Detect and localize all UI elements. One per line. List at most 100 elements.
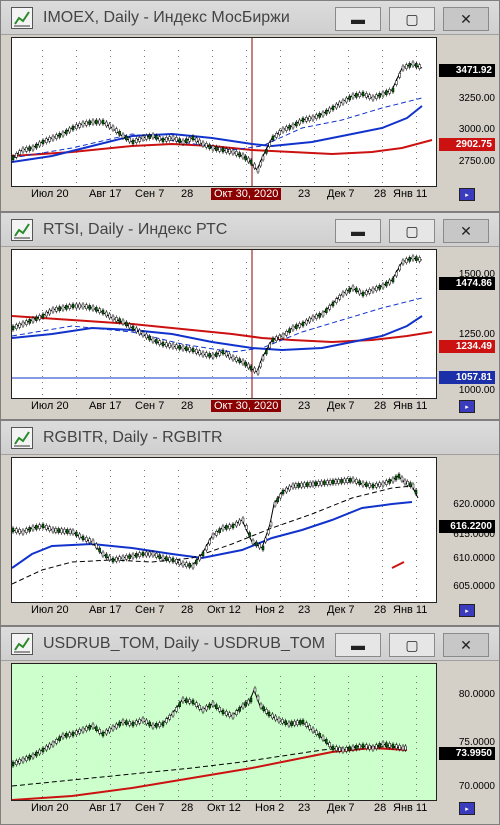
grid-dot [76,682,77,683]
scroll-end-button[interactable]: ▸ [459,604,475,617]
grid-dot [42,146,43,147]
grid-dot [416,766,417,767]
grid-dot [246,74,247,75]
grid-dot [178,146,179,147]
grid-dot [76,116,77,117]
chart-window-rgbitr[interactable]: RGBITR, Daily - RGBITR 620.0000 616.2200… [0,420,500,626]
chart-window-imoex[interactable]: IMOEX, Daily - Индекс МосБиржи ▬ ▢ ✕ 347… [0,0,500,212]
minimize-button[interactable]: ▬ [335,219,381,243]
grid-dot [348,754,349,755]
grid-dot [382,524,383,525]
window-title: RTSI, Daily - Индекс РТС [43,220,228,238]
grid-dot [382,116,383,117]
grid-dot [246,298,247,299]
price-plot-svg [12,250,436,398]
candle-body [15,324,18,329]
grid-dot [42,176,43,177]
grid-dot [76,310,77,311]
price-plot[interactable] [11,249,437,399]
grid-dot [110,122,111,123]
candle-body [175,137,178,142]
chart-window-rtsi[interactable]: RTSI, Daily - Индекс РТС ▬ ▢ ✕ 1500.00 1… [0,212,500,420]
close-button[interactable]: ✕ [443,219,489,243]
candle-body [211,533,215,539]
minimize-button[interactable]: ▬ [335,633,381,657]
candle-body [51,527,55,533]
grid-dot [144,530,145,531]
grid-dot [314,572,315,573]
grid-dot [76,280,77,281]
grid-dot [178,712,179,713]
candle-body [371,745,375,751]
candle-body [351,285,355,291]
scroll-end-button[interactable]: ▸ [459,188,475,201]
candle-body [261,155,265,161]
grid-dot [42,718,43,719]
grid-dot [212,176,213,177]
price-plot[interactable] [11,663,437,801]
candle-body [290,721,294,726]
candle-body [31,753,35,759]
grid-dot [212,50,213,51]
x-tick: 23 [298,604,311,616]
grid-dot [382,754,383,755]
grid-dot [76,578,77,579]
grid-dot [212,274,213,275]
grid-dot [348,572,349,573]
chart-window-usdrub[interactable]: USDRUB_TOM, Daily - USDRUB_TOM ▬ ▢ ✕ 80.… [0,626,500,825]
grid-dot [212,500,213,501]
scroll-end-button[interactable]: ▸ [459,400,475,413]
close-button[interactable]: ✕ [443,7,489,31]
grid-dot [76,158,77,159]
grid-dot [110,524,111,525]
grid-dot [212,578,213,579]
grid-dot [42,346,43,347]
grid-dot [178,358,179,359]
x-axis: Июл 20 Авг 17 Сен 7 28 Окт 30, 2020 23 Д… [11,400,475,414]
window-titlebar[interactable]: USDRUB_TOM, Daily - USDRUB_TOM ▬ ▢ ✕ [1,627,499,661]
grid-dot [348,778,349,779]
grid-dot [110,772,111,773]
grid-dot [348,316,349,317]
candle-body [358,92,361,97]
grid-dot [246,322,247,323]
maximize-button[interactable]: ▢ [389,633,435,657]
candle-body [348,746,351,751]
price-plot[interactable] [11,37,437,187]
grid-dot [416,488,417,489]
grid-dot [314,352,315,353]
grid-dot [110,152,111,153]
grid-dot [416,500,417,501]
close-button[interactable]: ✕ [443,633,489,657]
window-titlebar[interactable]: IMOEX, Daily - Индекс МосБиржи ▬ ▢ ✕ [1,1,499,35]
candle-body [401,745,405,751]
grid-dot [76,766,77,767]
grid-dot [314,268,315,269]
candle-body [65,305,68,310]
grid-dot [76,572,77,573]
candle-body [61,305,65,311]
grid-dot [348,116,349,117]
grid-dot [110,56,111,57]
price-plot[interactable] [11,457,437,603]
grid-dot [178,790,179,791]
candle-body [361,743,365,749]
minimize-button[interactable]: ▬ [335,7,381,31]
grid-dot [212,262,213,263]
grid-dot [348,500,349,501]
maximize-button[interactable]: ▢ [389,219,435,243]
candle-body [81,303,85,309]
grid-dot [76,170,77,171]
grid-dot [144,310,145,311]
grid-dot [314,364,315,365]
maximize-button[interactable]: ▢ [389,7,435,31]
window-titlebar[interactable]: RTSI, Daily - Индекс РТС ▬ ▢ ✕ [1,213,499,247]
grid-dot [416,596,417,597]
grid-dot [246,748,247,749]
scroll-end-button[interactable]: ▸ [459,802,475,815]
grid-dot [314,86,315,87]
candle-body [284,720,287,725]
window-titlebar[interactable]: RGBITR, Daily - RGBITR [1,421,499,455]
grid-dot [110,92,111,93]
grid-dot [314,584,315,585]
